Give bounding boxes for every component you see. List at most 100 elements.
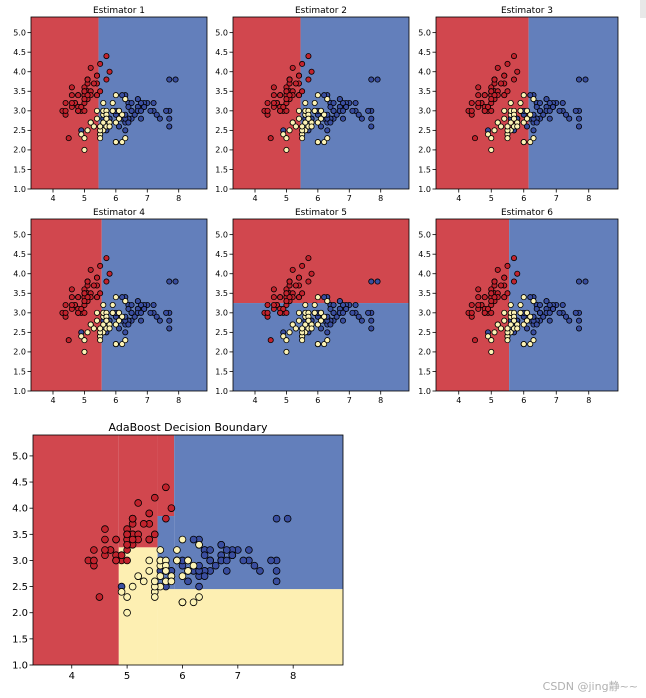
data-point-red bbox=[103, 76, 110, 83]
data-point-yellow bbox=[283, 135, 290, 142]
data-point-yellow bbox=[302, 301, 309, 308]
data-point-yellow bbox=[134, 572, 142, 580]
data-point-yellow bbox=[317, 317, 324, 324]
y-tick-label: 2.0 bbox=[13, 146, 26, 155]
data-point-blue bbox=[546, 115, 553, 122]
data-point-blue bbox=[339, 301, 346, 308]
y-tick-label: 4.5 bbox=[215, 48, 228, 57]
data-point-blue bbox=[358, 317, 365, 324]
data-point-red bbox=[267, 135, 274, 142]
y-tick-label: 1.0 bbox=[13, 185, 26, 194]
data-point-red bbox=[94, 72, 101, 79]
data-point-red bbox=[283, 96, 290, 103]
x-tick-label: 5 bbox=[124, 671, 130, 682]
data-point-blue bbox=[172, 76, 179, 83]
data-point-yellow bbox=[504, 337, 511, 344]
data-point-blue bbox=[125, 305, 132, 312]
data-point-yellow bbox=[302, 119, 309, 126]
data-point-yellow bbox=[524, 317, 531, 324]
data-point-yellow bbox=[94, 309, 101, 316]
data-point-red bbox=[81, 96, 88, 103]
x-tick-label: 8 bbox=[176, 396, 181, 405]
data-point-blue bbox=[537, 107, 544, 114]
data-point-blue bbox=[131, 313, 138, 320]
data-point-yellow bbox=[321, 139, 328, 146]
data-point-yellow bbox=[286, 329, 293, 336]
data-point-yellow bbox=[97, 135, 104, 142]
data-point-yellow bbox=[517, 100, 524, 107]
data-point-blue bbox=[343, 103, 350, 110]
data-point-blue bbox=[200, 551, 209, 560]
data-point-red bbox=[162, 483, 170, 492]
data-point-yellow bbox=[116, 107, 123, 114]
data-point-blue bbox=[368, 76, 375, 83]
data-point-blue bbox=[283, 514, 292, 523]
data-point-blue bbox=[324, 329, 331, 336]
data-point-red bbox=[488, 290, 495, 297]
data-point-red bbox=[510, 53, 517, 60]
data-point-yellow bbox=[321, 111, 328, 118]
data-point-blue bbox=[339, 107, 346, 114]
data-point-yellow bbox=[484, 131, 491, 138]
data-point-yellow bbox=[117, 588, 126, 596]
data-point-red bbox=[90, 80, 97, 87]
data-point-yellow bbox=[494, 321, 501, 328]
y-tick-label: 1.5 bbox=[215, 367, 228, 376]
plot-area bbox=[436, 219, 618, 391]
data-point-yellow bbox=[299, 325, 306, 332]
data-point-blue bbox=[368, 317, 375, 324]
y-tick-label: 1.5 bbox=[13, 367, 26, 376]
data-point-yellow bbox=[106, 123, 113, 130]
data-point-yellow bbox=[311, 309, 318, 316]
data-point-red bbox=[97, 60, 104, 67]
data-point-yellow bbox=[295, 115, 302, 122]
data-point-red bbox=[68, 92, 75, 99]
data-point-red bbox=[112, 535, 120, 544]
subplot-2: 4 5 6 7 8 1.0 1.5 2.0 2.5 3.0 3.5 4.0 4.5 5.0 Estimato… bbox=[215, 6, 410, 203]
data-point-blue bbox=[166, 325, 173, 332]
y-tick-label: 1.5 bbox=[215, 165, 228, 174]
data-point-red bbox=[277, 107, 284, 114]
data-point-yellow bbox=[311, 301, 318, 308]
y-tick-label: 1.5 bbox=[418, 165, 431, 174]
subplot-5: 4 5 6 7 8 1.0 1.5 2.0 2.5 3.0 3.5 4.0 4.5 5.0 Estimato… bbox=[215, 208, 410, 405]
data-point-red bbox=[145, 535, 154, 544]
data-point-blue bbox=[137, 317, 144, 324]
y-tick-label: 4.0 bbox=[418, 68, 431, 77]
data-point-blue bbox=[272, 567, 281, 575]
x-tick-label: 7 bbox=[347, 194, 352, 203]
scrollbar[interactable] bbox=[640, 0, 646, 18]
y-tick-label: 4.5 bbox=[418, 48, 431, 57]
data-point-yellow bbox=[524, 107, 531, 114]
data-point-yellow bbox=[116, 115, 123, 122]
data-point-red bbox=[90, 546, 98, 554]
subplot-title: Estimator 3 bbox=[501, 6, 553, 16]
data-point-red bbox=[150, 493, 159, 502]
data-point-red bbox=[94, 274, 101, 281]
data-point-red bbox=[87, 64, 94, 71]
subplot-6: 4 5 6 7 8 1.0 1.5 2.0 2.5 3.0 3.5 4.0 4.5 5.0 Estimato… bbox=[418, 208, 619, 405]
data-point-red bbox=[475, 100, 482, 107]
data-point-red bbox=[68, 100, 75, 107]
data-point-yellow bbox=[517, 301, 524, 308]
y-tick-label: 4.5 bbox=[13, 48, 26, 57]
data-point-red bbox=[75, 294, 82, 301]
data-point-red bbox=[112, 556, 120, 565]
data-point-blue bbox=[317, 123, 324, 130]
data-point-yellow bbox=[524, 115, 531, 122]
data-point-blue bbox=[250, 561, 259, 570]
data-point-blue bbox=[166, 317, 173, 324]
data-point-red bbox=[501, 294, 508, 301]
data-point-red bbox=[497, 80, 504, 87]
data-point-blue bbox=[543, 96, 550, 103]
data-point-blue bbox=[166, 76, 173, 83]
data-point-red bbox=[481, 107, 488, 114]
data-point-blue bbox=[546, 107, 553, 114]
data-point-blue bbox=[330, 107, 337, 114]
data-point-red bbox=[167, 504, 176, 512]
data-point-blue bbox=[559, 100, 566, 107]
data-point-yellow bbox=[283, 348, 290, 355]
data-point-yellow bbox=[501, 317, 508, 324]
data-point-blue bbox=[540, 313, 547, 320]
